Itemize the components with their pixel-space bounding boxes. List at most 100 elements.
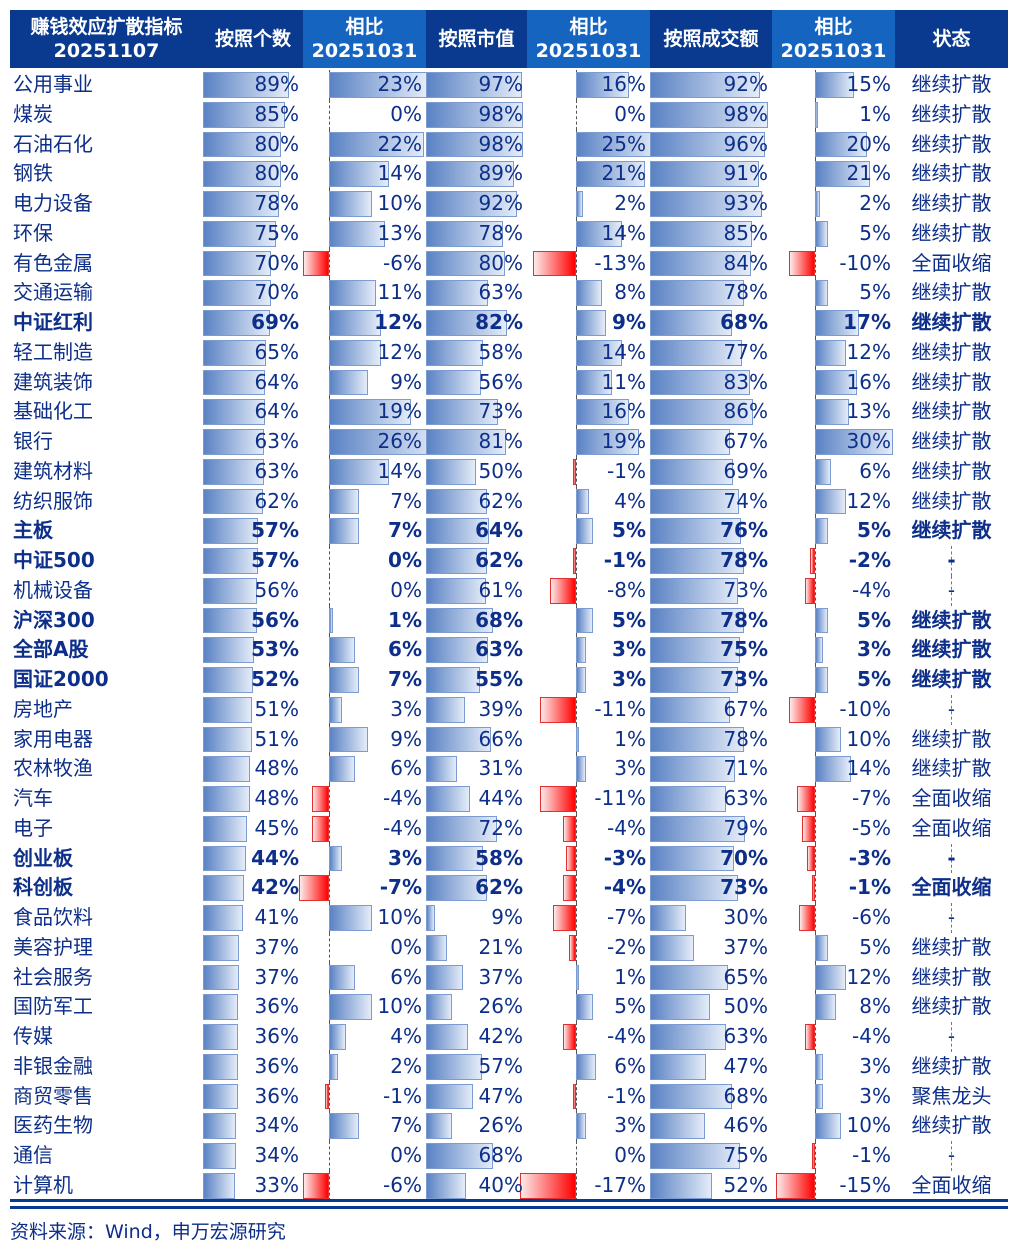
chg3-cell: 20% xyxy=(772,129,895,160)
amt-cell: 63% xyxy=(650,784,772,814)
chg3-cell: -10% xyxy=(772,248,895,279)
chg2-cell: 25% xyxy=(527,129,659,160)
chg2-bar xyxy=(576,429,639,455)
amt-bar xyxy=(650,696,731,723)
count-cell: 63% xyxy=(203,457,303,487)
amt-cell: 79% xyxy=(650,814,772,844)
chg2-value: 16% xyxy=(601,399,646,424)
chg3-bar xyxy=(815,310,860,336)
chg2-bar xyxy=(576,399,629,425)
chg3-value: 12% xyxy=(846,488,891,513)
header-chg3-label: 相比 xyxy=(814,16,853,38)
chg3-bar xyxy=(807,845,815,872)
count-bar xyxy=(203,696,253,723)
amt-bar xyxy=(650,1172,713,1199)
amt-cell: 76% xyxy=(650,516,772,546)
chg2-bar xyxy=(576,1113,586,1139)
table-row: 创业板 44% 3% 58% -3% 70% -3% - xyxy=(10,843,1008,874)
table-row: 基础化工 64% 19% 73% 16% 86% 13% 继续扩散 xyxy=(10,397,1008,427)
status-value: 继续扩散 xyxy=(911,429,992,453)
zero-axis xyxy=(576,99,577,130)
amt-value: 37% xyxy=(723,934,768,959)
chg2-bar xyxy=(576,994,593,1020)
count-bar xyxy=(203,1053,238,1080)
chg2-cell: 3% xyxy=(527,1111,650,1141)
chg2-cell: -1% xyxy=(527,1081,650,1112)
chg2-bar xyxy=(572,548,576,574)
status-cell: 继续扩散 xyxy=(895,130,1008,160)
chg3-bar xyxy=(809,548,815,574)
mcap-value: 98% xyxy=(478,131,523,156)
header-amt: 按照成交额 xyxy=(650,10,772,68)
chg2-bar xyxy=(576,726,580,753)
mcap-cell: 89% xyxy=(426,159,527,189)
count-cell: 75% xyxy=(203,219,303,249)
chg3-cell: 5% xyxy=(772,218,895,249)
row-name: 交通运输 xyxy=(13,280,93,305)
chg1-cell: 7% xyxy=(303,1111,426,1141)
mcap-bar xyxy=(426,280,489,306)
status-cell: - xyxy=(895,1022,1008,1052)
table-row: 通信 34% 0% 68% 0% 75% -1% - xyxy=(10,1141,1008,1171)
mcap-bar xyxy=(426,191,518,217)
mcap-cell: 62% xyxy=(426,873,527,903)
amt-cell: 67% xyxy=(650,695,772,725)
status-value: 继续扩散 xyxy=(911,72,992,96)
mcap-cell: 62% xyxy=(426,546,527,576)
mcap-cell: 66% xyxy=(426,725,527,755)
chg2-cell: 5% xyxy=(527,992,650,1022)
chg3-value: 5% xyxy=(859,934,891,959)
chg2-value: 9% xyxy=(612,310,646,334)
table-row: 国证2000 52% 7% 55% 3% 73% 5% 继续扩散 xyxy=(10,665,1008,695)
mcap-bar xyxy=(426,756,457,782)
chg1-value: 11% xyxy=(377,280,422,305)
chg3-bar xyxy=(815,339,847,366)
chg3-bar xyxy=(815,964,847,991)
status-value: 继续扩散 xyxy=(911,1113,992,1138)
status-value: 全面收缩 xyxy=(911,250,992,275)
count-cell: 48% xyxy=(203,754,303,784)
table-row: 食品饮料 41% 10% 9% -7% 30% -6% - xyxy=(10,903,1008,933)
count-cell: 36% xyxy=(203,992,303,1022)
mcap-value: 73% xyxy=(478,399,523,424)
count-cell: 34% xyxy=(203,1111,303,1141)
amt-value: 69% xyxy=(723,458,768,483)
table-bottom-rule xyxy=(10,1199,1008,1202)
amt-cell: 96% xyxy=(650,130,772,160)
count-value: 64% xyxy=(254,369,299,394)
header-chg3-date: 20251031 xyxy=(780,40,887,62)
chg3-cell: 5% xyxy=(772,932,895,963)
amt-value: 78% xyxy=(723,726,768,751)
chg3-cell: 3% xyxy=(772,1081,895,1112)
status-value: 继续扩散 xyxy=(911,607,992,632)
chg1-bar xyxy=(324,1083,329,1110)
chg2-value: -1% xyxy=(603,548,646,572)
chg3-value: 5% xyxy=(857,607,891,632)
mcap-value: 92% xyxy=(478,191,523,215)
status-value: - xyxy=(947,905,956,929)
chg2-value: -11% xyxy=(594,696,646,721)
chg3-value: 3% xyxy=(857,637,891,662)
chg1-cell: 4% xyxy=(303,1022,426,1052)
amt-cell: 83% xyxy=(650,368,772,398)
mcap-bar xyxy=(426,1172,466,1199)
table-row: 公用事业 89% 23% 97% 16% 92% 15% 继续扩散 xyxy=(10,70,1008,100)
chg2-cell: -13% xyxy=(527,248,650,279)
chg1-bar xyxy=(329,607,334,634)
zero-axis xyxy=(576,813,577,844)
chg2-bar xyxy=(569,934,576,961)
table-row: 纺织服饰 62% 7% 62% 4% 74% 12% 继续扩散 xyxy=(10,486,1008,517)
chg3-value: 21% xyxy=(846,161,891,186)
mcap-value: 78% xyxy=(478,220,523,245)
amt-value: 86% xyxy=(723,399,768,424)
chg1-cell: 1% xyxy=(303,605,426,636)
chg2-bar xyxy=(576,756,586,782)
amt-cell: 78% xyxy=(650,725,772,755)
chg2-cell: -4% xyxy=(527,873,650,903)
chg1-bar xyxy=(329,1113,360,1139)
amt-value: 73% xyxy=(720,875,768,900)
mcap-bar xyxy=(426,488,488,515)
chg2-value: -7% xyxy=(607,905,646,929)
mcap-cell: 26% xyxy=(426,992,527,1022)
chg2-cell: 0% xyxy=(527,1141,650,1171)
